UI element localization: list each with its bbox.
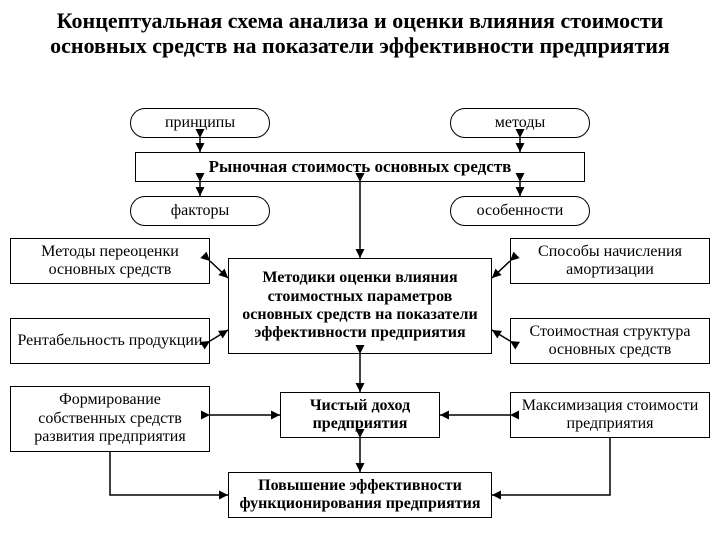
node-center-methodics: Методики оценки влияния стоимостных пара… <box>228 258 492 354</box>
node-efficiency: Повышение эффективности функционирования… <box>228 472 492 518</box>
node-market-value: Рыночная стоимость основных средств <box>135 152 585 182</box>
node-own-funds: Формирование собственных средств развити… <box>10 386 210 452</box>
node-net-income: Чистый доход предприятия <box>280 392 440 438</box>
node-features: особенности <box>450 196 590 226</box>
node-cost-structure: Стоимостная структура основных средств <box>510 318 710 364</box>
diagram-title: Концептуальная схема анализа и оценки вл… <box>0 0 720 65</box>
node-principles: принципы <box>130 108 270 138</box>
node-reval-methods: Методы переоценки основных средств <box>10 238 210 284</box>
node-maximization: Максимизация стоимости предприятия <box>510 392 710 438</box>
node-profitability: Рентабельность продукции <box>10 318 210 364</box>
node-factors: факторы <box>130 196 270 226</box>
node-depr-methods: Способы начисления амортизации <box>510 238 710 284</box>
node-methods: методы <box>450 108 590 138</box>
